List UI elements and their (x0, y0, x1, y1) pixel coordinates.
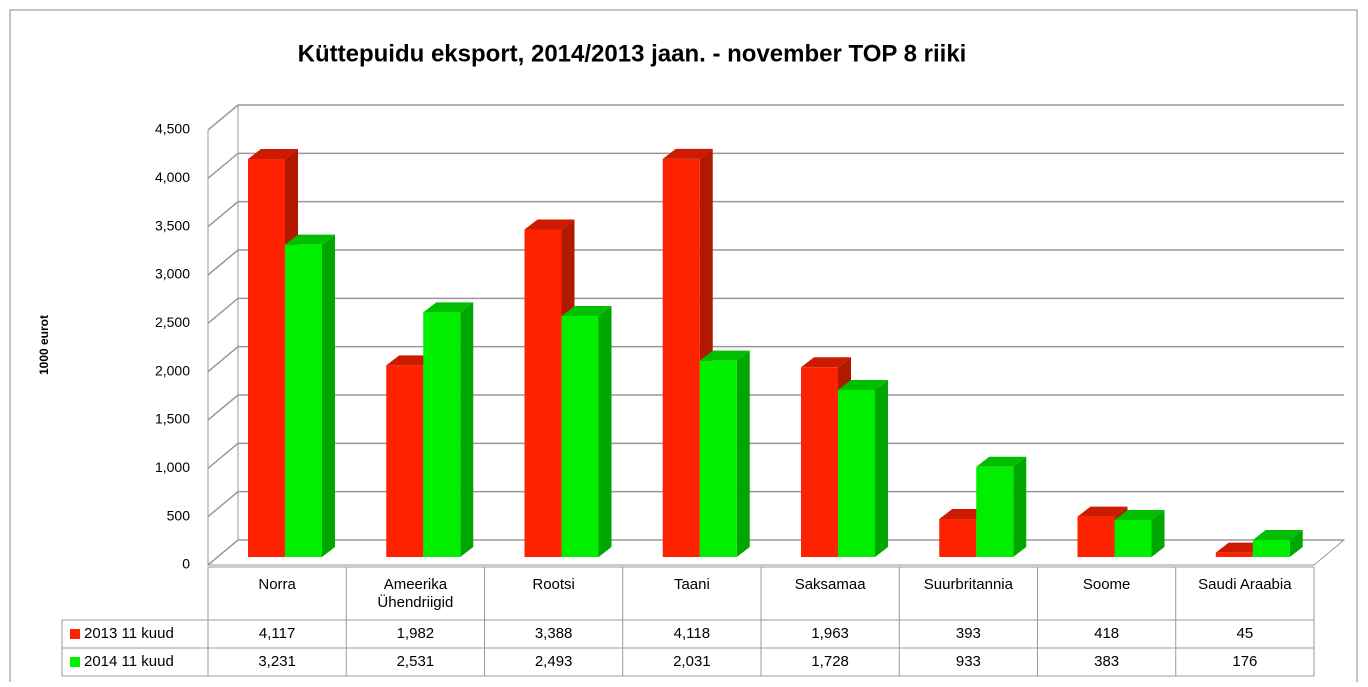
bar-front (1215, 552, 1253, 557)
x-tick-label: Saudi Araabia (1198, 576, 1292, 593)
bar-top (1252, 529, 1303, 540)
table-value: 933 (956, 653, 981, 670)
y-axis-label: 1000 eurot (37, 315, 51, 375)
table-value: 418 (1094, 625, 1119, 642)
bar (838, 379, 888, 557)
bar-front (801, 367, 838, 557)
bar-side (598, 306, 612, 557)
bar-front (1114, 519, 1152, 557)
table-value: 2,493 (535, 653, 573, 670)
bar-side (875, 379, 888, 557)
table-value: 2,531 (397, 653, 435, 670)
bar-top (976, 456, 1027, 467)
table-value: 3,388 (535, 625, 573, 642)
x-tick-label: Suurbritannia (924, 576, 1014, 593)
bar-front (699, 360, 737, 557)
bar-top (423, 302, 474, 313)
bar-front (838, 389, 875, 557)
x-tick-label: Rootsi (532, 576, 575, 593)
y-tick-label: 4,500 (155, 121, 190, 137)
bar-top (699, 350, 750, 361)
y-tick-label: 2,500 (155, 314, 190, 330)
bar-front (386, 365, 424, 557)
bar-front (1077, 516, 1115, 557)
bar-front (976, 466, 1014, 557)
bar-side (736, 350, 750, 557)
bar-front (561, 316, 599, 557)
legend-label: 2014 11 kuud (84, 653, 174, 670)
x-tick-label: Saksamaa (795, 576, 867, 593)
bar-top (285, 234, 335, 245)
bar-top (524, 219, 575, 230)
bar-side (460, 302, 474, 557)
table-value: 393 (956, 625, 981, 642)
bar-side (1013, 456, 1027, 557)
y-tick-label: 2,000 (155, 362, 190, 378)
table-value: 176 (1232, 653, 1257, 670)
bar-side (322, 234, 335, 558)
bar-side (1151, 509, 1165, 557)
table-value: 1,982 (397, 625, 435, 642)
bar-top (662, 148, 713, 159)
bar-top (838, 379, 888, 390)
table-value: 1,963 (811, 625, 849, 642)
bar (285, 234, 335, 558)
bar (423, 302, 474, 557)
x-tick-label: Ameerika Ühendriigid (377, 576, 453, 611)
legend-label: 2013 11 kuud (84, 625, 174, 642)
bar-top (1077, 506, 1128, 517)
bar-front (423, 312, 461, 557)
bar-front (1252, 539, 1290, 557)
bar (561, 306, 612, 557)
y-tick-label: 3,000 (155, 266, 190, 282)
bar-side (1289, 529, 1303, 557)
bar-top (561, 306, 612, 317)
x-tick-label: Norra (258, 576, 296, 593)
bar-top (1114, 509, 1165, 520)
bar-front (248, 159, 285, 558)
legend-swatch (70, 657, 80, 667)
bar (1114, 509, 1165, 557)
y-tick-label: 0 (182, 556, 190, 572)
bar-top (801, 357, 851, 368)
table-value: 1,728 (811, 653, 849, 670)
bar-front (939, 519, 977, 557)
bar-top (248, 149, 298, 160)
bar-front (524, 229, 562, 557)
x-tick-label: Soome (1083, 576, 1131, 593)
table-value: 383 (1094, 653, 1119, 670)
y-tick-label: 1,000 (155, 459, 190, 475)
table-value: 4,117 (259, 625, 295, 642)
table-value: 2,031 (673, 653, 711, 670)
y-tick-label: 500 (167, 507, 191, 523)
legend-swatch (70, 629, 80, 639)
floor (206, 539, 1346, 566)
y-tick-label: 4,000 (155, 169, 190, 185)
bar (1252, 529, 1303, 557)
chart-title: Küttepuidu eksport, 2014/2013 jaan. - no… (298, 40, 967, 67)
y-tick-label: 3,500 (155, 217, 190, 233)
bar-front (285, 244, 322, 558)
y-tick-label: 1,500 (155, 411, 190, 427)
table-value: 3,231 (258, 653, 296, 670)
bar (976, 456, 1027, 557)
table-value: 45 (1237, 625, 1254, 642)
x-tick-label: Taani (674, 576, 710, 593)
table-value: 4,118 (674, 625, 710, 642)
bar-front (662, 158, 700, 557)
bar (699, 350, 750, 557)
